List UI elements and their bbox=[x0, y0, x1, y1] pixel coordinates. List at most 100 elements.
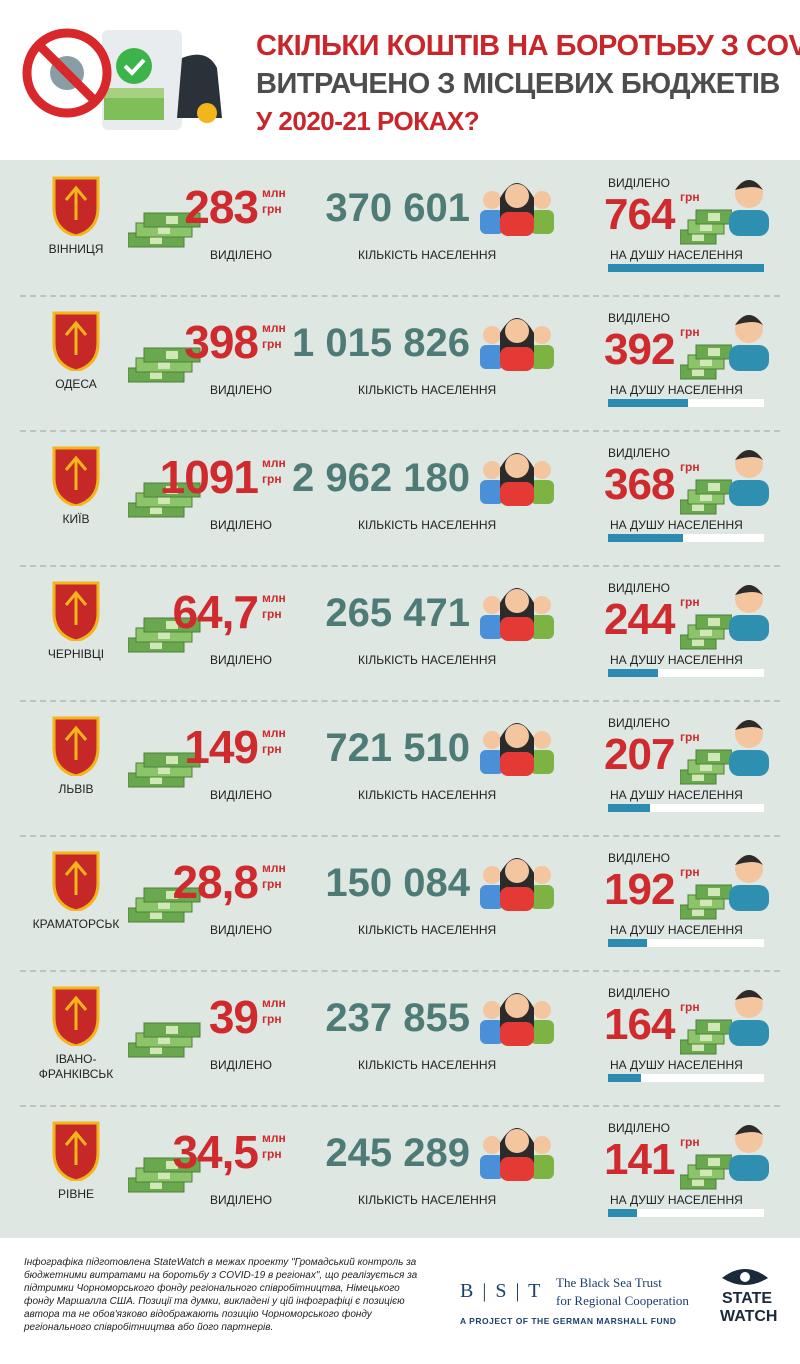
unit-mln: млн bbox=[262, 321, 286, 335]
allocated-label: ВИДІЛЕНО bbox=[210, 248, 272, 262]
population-value: 237 855 bbox=[325, 996, 470, 1040]
population-value: 721 510 bbox=[325, 726, 470, 770]
money-icon bbox=[128, 482, 201, 518]
separator bbox=[20, 700, 780, 702]
per-capita-bar bbox=[608, 534, 684, 542]
per-capita-allocated-label: ВИДІЛЕНО bbox=[608, 311, 670, 325]
header-icons bbox=[22, 28, 222, 130]
allocated-value: 398 bbox=[184, 316, 259, 368]
allocated-label: ВИДІЛЕНО bbox=[210, 653, 272, 667]
bar-track bbox=[608, 804, 764, 812]
allocated-value: 149 bbox=[184, 721, 259, 773]
person-icon bbox=[729, 855, 769, 911]
city-name: ОДЕСА bbox=[55, 377, 97, 391]
per-capita-unit: грн bbox=[680, 460, 700, 474]
people-icon bbox=[480, 1128, 554, 1181]
bar-track bbox=[608, 939, 764, 947]
population-label: КІЛЬКІСТЬ НАСЕЛЕННЯ bbox=[358, 383, 497, 397]
per-capita-label: НА ДУШУ НАСЕЛЕННЯ bbox=[610, 653, 743, 667]
allocated-value: 283 bbox=[184, 181, 259, 233]
person-icon bbox=[729, 1125, 769, 1181]
per-capita-label: НА ДУШУ НАСЕЛЕННЯ bbox=[610, 518, 743, 532]
unit-mln: млн bbox=[262, 456, 286, 470]
city-row: ІВАНО-ФРАНКІВСЬК 39 млн грн ВИДІЛЕНО 237 855 К… bbox=[0, 970, 800, 1105]
coat-of-arms bbox=[52, 851, 100, 911]
coat-of-arms bbox=[52, 986, 100, 1046]
allocated-value: 39 bbox=[208, 991, 259, 1043]
city-row: ОДЕСА 398 млн грн ВИДІЛЕНО 1 015 826 КІЛЬКІСТЬ… bbox=[0, 295, 800, 430]
money-icon bbox=[128, 347, 201, 383]
people-icon bbox=[480, 858, 554, 911]
bar-track bbox=[608, 534, 764, 542]
city-name: РІВНЕ bbox=[57, 1187, 94, 1201]
money-icon bbox=[128, 617, 201, 653]
per-capita-value: 164 bbox=[604, 1000, 675, 1049]
unit-uah: грн bbox=[262, 472, 282, 486]
per-capita-allocated-label: ВИДІЛЕНО bbox=[608, 446, 670, 460]
statewatch-eye bbox=[722, 1269, 768, 1285]
people-icon bbox=[480, 723, 554, 776]
population-label: КІЛЬКІСТЬ НАСЕЛЕННЯ bbox=[358, 1058, 497, 1072]
money-icon bbox=[680, 614, 732, 650]
bst-project: A PROJECT OF THE GERMAN MARSHALL FUND bbox=[460, 1316, 677, 1326]
per-capita-unit: грн bbox=[680, 1000, 700, 1014]
title-line: У 2020-21 РОКАХ? bbox=[256, 106, 480, 136]
people-icon bbox=[480, 993, 554, 1046]
population-value: 370 601 bbox=[325, 186, 470, 230]
coat-of-arms bbox=[52, 581, 100, 641]
person-icon bbox=[729, 990, 769, 1046]
per-capita-bar bbox=[608, 1209, 637, 1217]
city-name: ЛЬВІВ bbox=[58, 782, 94, 796]
separator bbox=[20, 1105, 780, 1107]
per-capita-value: 141 bbox=[604, 1135, 675, 1184]
unit-uah: грн bbox=[262, 742, 282, 756]
city-name: ЧЕРНІВЦІ bbox=[47, 647, 105, 661]
per-capita-value: 368 bbox=[604, 460, 675, 509]
money-icon bbox=[680, 749, 732, 785]
bar-track bbox=[608, 1074, 764, 1082]
unit-mln: млн bbox=[262, 186, 286, 200]
per-capita-label: НА ДУШУ НАСЕЛЕННЯ bbox=[610, 383, 743, 397]
money-icon bbox=[128, 1022, 201, 1058]
money-icon bbox=[128, 212, 201, 248]
person-icon bbox=[729, 180, 769, 236]
unit-mln: млн bbox=[262, 996, 286, 1010]
allocated-label: ВИДІЛЕНО bbox=[210, 518, 272, 532]
allocated-value: 34,5 bbox=[172, 1126, 259, 1178]
coat-of-arms bbox=[52, 311, 100, 371]
per-capita-value: 392 bbox=[604, 325, 675, 374]
city-name: ВІННИЦЯ bbox=[48, 242, 104, 256]
city-row: ВІННИЦЯ 283 млн грн ВИДІЛЕНО 370 601 КІЛЬКІСТЬ… bbox=[0, 160, 800, 295]
bar-track bbox=[608, 1209, 764, 1217]
person-icon bbox=[729, 315, 769, 371]
per-capita-label: НА ДУШУ НАСЕЛЕННЯ bbox=[610, 1193, 743, 1207]
per-capita-value: 244 bbox=[604, 595, 675, 644]
people-icon bbox=[480, 588, 554, 641]
separator bbox=[20, 970, 780, 972]
person-icon bbox=[729, 720, 769, 776]
per-capita-allocated-label: ВИДІЛЕНО bbox=[608, 176, 670, 190]
bst-logo: B | S | T bbox=[460, 1280, 543, 1302]
title-line: СКІЛЬКИ КОШТІВ НА БОРОТЬБУ З COVID-19 bbox=[256, 30, 800, 62]
coat-of-arms bbox=[52, 176, 100, 236]
population-value: 245 289 bbox=[325, 1131, 470, 1175]
per-capita-allocated-label: ВИДІЛЕНО bbox=[608, 851, 670, 865]
people-icon bbox=[480, 318, 554, 371]
allocated-label: ВИДІЛЕНО bbox=[210, 923, 272, 937]
per-capita-unit: грн bbox=[680, 595, 700, 609]
per-capita-unit: грн bbox=[680, 730, 700, 744]
per-capita-unit: грн bbox=[680, 865, 700, 879]
per-capita-value: 764 bbox=[604, 190, 675, 239]
per-capita-value: 207 bbox=[604, 730, 675, 779]
per-capita-allocated-label: ВИДІЛЕНО bbox=[608, 716, 670, 730]
city-row: ЧЕРНІВЦІ 64,7 млн грн ВИДІЛЕНО 265 471 КІЛЬКІС… bbox=[0, 565, 800, 700]
people-icon bbox=[480, 453, 554, 506]
per-capita-label: НА ДУШУ НАСЕЛЕННЯ bbox=[610, 248, 743, 262]
per-capita-label: НА ДУШУ НАСЕЛЕННЯ bbox=[610, 1058, 743, 1072]
unit-mln: млн bbox=[262, 726, 286, 740]
unit-uah: грн bbox=[262, 337, 282, 351]
per-capita-bar bbox=[608, 804, 651, 812]
allocated-value: 64,7 bbox=[172, 586, 259, 638]
per-capita-unit: грн bbox=[680, 190, 700, 204]
